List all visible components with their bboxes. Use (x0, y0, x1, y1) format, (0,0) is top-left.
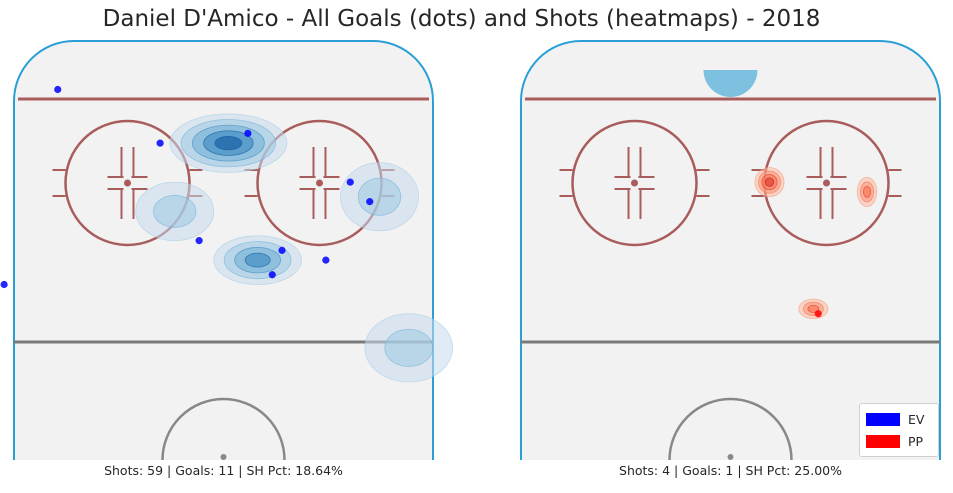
goal-point (278, 246, 286, 254)
pp-panel-caption: Shots: 4 | Goals: 1 | SH Pct: 25.00% (619, 463, 842, 478)
goal-point (366, 198, 374, 206)
center-dot (727, 454, 734, 460)
legend-entry-pp: PP (866, 432, 923, 450)
rink-panel-pp (520, 40, 941, 461)
shot-density-contour (153, 195, 197, 228)
shot-density-contour (244, 252, 271, 268)
rink-boards (13, 40, 434, 460)
faceoff-dot (316, 179, 323, 187)
ev-panel-caption: Shots: 59 | Goals: 11 | SH Pct: 18.64% (104, 463, 343, 478)
shot-density-contour (807, 304, 820, 313)
goal-point (814, 310, 822, 318)
goal-point (244, 129, 252, 137)
goal-point (0, 280, 8, 289)
goal-point (322, 256, 330, 264)
shot-density-contour (862, 185, 872, 198)
legend-entry-ev: EV (866, 410, 924, 428)
legend-swatch-ev (866, 412, 900, 426)
shot-density-contour (357, 177, 402, 216)
center-circle (668, 397, 793, 461)
goal-point (268, 271, 276, 279)
legend-label-pp: PP (908, 433, 924, 449)
center-dot (220, 454, 227, 460)
goal-point (195, 237, 203, 245)
faceoff-circle (64, 119, 191, 247)
legend-swatch-pp (866, 434, 900, 448)
faceoff-circle (571, 119, 698, 247)
faceoff-dot (823, 179, 830, 187)
faceoff-dot (124, 179, 131, 187)
legend-label-ev: EV (908, 411, 925, 427)
hash-marks (751, 147, 902, 219)
hash-marks (559, 147, 710, 219)
shot-density-contour (764, 177, 775, 187)
faceoff-dot (631, 179, 638, 187)
goal-point (156, 139, 164, 147)
rink-boards (520, 40, 941, 460)
goal-point (54, 85, 62, 94)
rink-panel-ev (0, 40, 454, 461)
zone-marker (703, 70, 758, 97)
chart-title: Daniel D'Amico - All Goals (dots) and Sh… (102, 6, 821, 32)
shot-density-contour (384, 328, 434, 367)
center-circle (161, 397, 286, 461)
shot-density-contour (214, 135, 243, 151)
legend: EV PP (859, 403, 939, 457)
rink-ice (521, 41, 940, 460)
goal-point (346, 178, 354, 186)
hash-marks (52, 147, 203, 219)
